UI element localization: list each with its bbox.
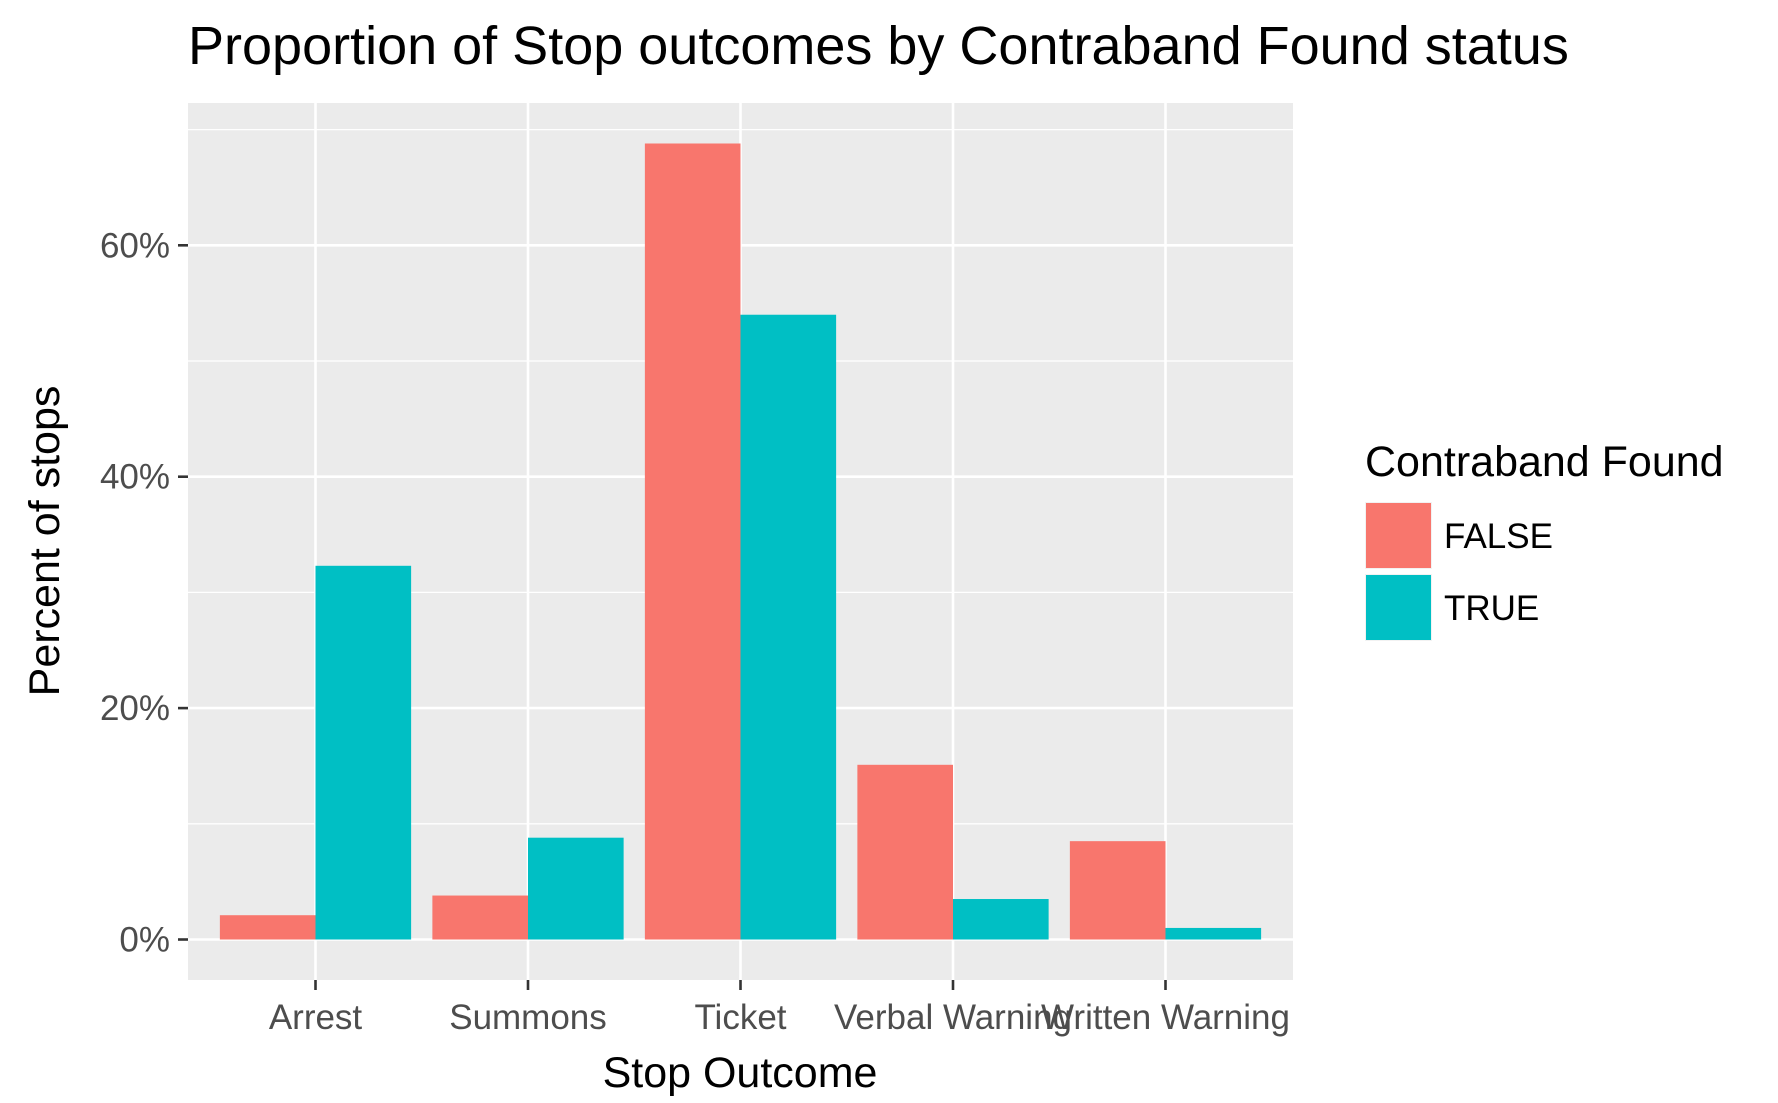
x-tick-label: Written Warning — [1041, 998, 1290, 1037]
y-tick-label: 60% — [100, 226, 170, 265]
x-tick-label: Summons — [449, 998, 607, 1037]
x-tick-label: Verbal Warning — [834, 998, 1072, 1037]
bar-false-arrest — [219, 915, 316, 940]
y-tick-label: 40% — [100, 458, 170, 497]
x-axis: Arrest Summons Ticket Verbal WarningWritten… — [269, 980, 1290, 1037]
y-axis-title: Percent of stops — [21, 386, 69, 697]
y-tick-label: 0% — [119, 921, 170, 960]
legend-swatch-false — [1366, 503, 1431, 568]
bar-true-written-warning — [1165, 927, 1262, 940]
x-tick-label: Arrest — [269, 998, 363, 1037]
bar-true-arrest — [315, 565, 412, 940]
bar-false-ticket — [644, 143, 741, 940]
chart-title: Proportion of Stop outcomes by Contraban… — [188, 16, 1569, 76]
y-axis: 0% 20% 40% 60% — [100, 226, 188, 960]
y-tick-label: 20% — [100, 689, 170, 728]
bar-true-summons — [528, 837, 624, 940]
bar-true-verbal-warning — [953, 899, 1049, 940]
x-axis-title: Stop Outcome — [603, 1049, 878, 1097]
bar-false-verbal-warning — [857, 764, 953, 940]
bar-true-ticket — [740, 314, 837, 940]
bars — [219, 143, 1262, 940]
legend-label-true: TRUE — [1444, 589, 1539, 628]
bar-false-written-warning — [1069, 841, 1166, 940]
bar-false-summons — [432, 895, 528, 940]
legend-swatch-true — [1366, 575, 1431, 640]
legend-title: Contraband Found — [1365, 438, 1724, 486]
legend: Contraband Found FALSE TRUE — [1365, 438, 1724, 641]
x-tick-label: Ticket — [694, 998, 786, 1037]
legend-label-false: FALSE — [1444, 517, 1553, 556]
